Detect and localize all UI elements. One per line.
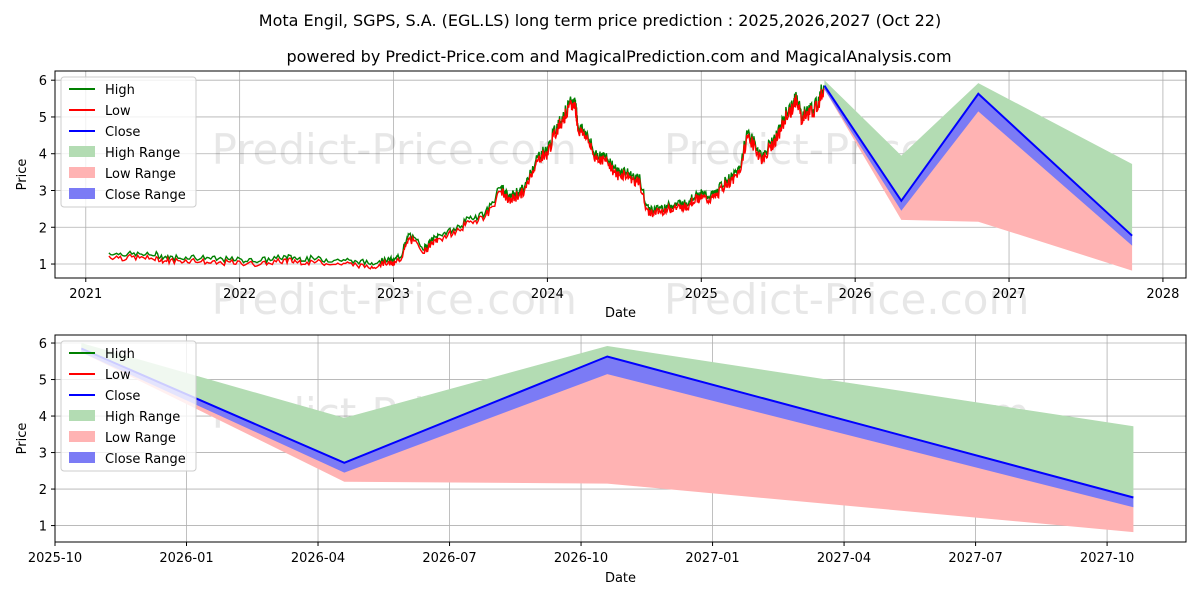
legend-swatch-patch [69, 188, 95, 199]
x-axis-label: Date [605, 306, 636, 321]
x-tick-label: 2026-01 [159, 551, 213, 566]
legend-label: Low [105, 368, 131, 383]
legend: High Low Close High Range Low Range Close Ran… [61, 77, 196, 207]
legend-label: Close Range [105, 452, 186, 467]
y-tick-label: 6 [39, 337, 47, 352]
x-tick-label: 2028 [1146, 287, 1179, 302]
legend-label: Close [105, 389, 140, 404]
x-tick-label: 2026-07 [422, 551, 476, 566]
legend-label: Low Range [105, 167, 176, 182]
y-tick-label: 4 [39, 410, 47, 425]
x-tick-label: 2027-10 [1080, 551, 1134, 566]
high-history-line [109, 85, 824, 265]
x-tick-label: 2024 [531, 287, 564, 302]
y-tick-label: 1 [39, 258, 47, 273]
x-tick-label: 2027-01 [685, 551, 739, 566]
x-tick-label: 2025 [685, 287, 718, 302]
y-tick-label: 3 [39, 184, 47, 199]
y-axis-label: Price [15, 423, 30, 455]
x-tick-label: 2026-04 [291, 551, 345, 566]
x-tick-label: 2026-10 [554, 551, 608, 566]
legend-swatch-patch [69, 410, 95, 421]
low-history-line [109, 89, 824, 269]
x-axis-label: Date [605, 571, 636, 586]
legend-label: High [105, 347, 135, 362]
legend-swatch-patch [69, 452, 95, 463]
y-tick-label: 5 [39, 374, 47, 389]
chart-title: Mota Engil, SGPS, S.A. (EGL.LS) long ter… [259, 11, 941, 30]
y-tick-label: 6 [39, 74, 47, 89]
watermark-text: Predict-Price.com [212, 125, 577, 174]
plot-area [109, 80, 1132, 270]
x-tick-label: 2026 [839, 287, 872, 302]
legend-swatch-patch [69, 431, 95, 442]
forecast-zoom-panel: Predict-Price.comPredict-Price.com2025-1… [15, 335, 1186, 586]
x-tick-label: 2023 [377, 287, 410, 302]
legend-label: High Range [105, 410, 180, 425]
legend-swatch-patch [69, 146, 95, 157]
x-tick-label: 2027-07 [948, 551, 1002, 566]
legend-label: Close Range [105, 188, 186, 203]
x-tick-label: 2021 [69, 287, 102, 302]
y-tick-label: 2 [39, 483, 47, 498]
y-tick-label: 1 [39, 520, 47, 535]
y-tick-label: 3 [39, 447, 47, 462]
y-axis-label: Price [15, 159, 30, 191]
legend-label: High [105, 83, 135, 98]
legend-label: Low Range [105, 431, 176, 446]
y-tick-label: 4 [39, 148, 47, 163]
legend-label: Close [105, 125, 140, 140]
x-tick-label: 2025-10 [28, 551, 82, 566]
legend-label: Low [105, 104, 131, 119]
x-tick-label: 2027 [992, 287, 1025, 302]
y-tick-label: 5 [39, 111, 47, 126]
chart-subtitle: powered by Predict-Price.com and Magical… [286, 47, 951, 66]
legend-swatch-patch [69, 167, 95, 178]
legend: High Low Close High Range Low Range Close Ran… [61, 341, 196, 471]
legend-label: High Range [105, 146, 180, 161]
y-tick-label: 2 [39, 221, 47, 236]
x-tick-label: 2027-04 [817, 551, 871, 566]
x-tick-label: 2022 [223, 287, 256, 302]
